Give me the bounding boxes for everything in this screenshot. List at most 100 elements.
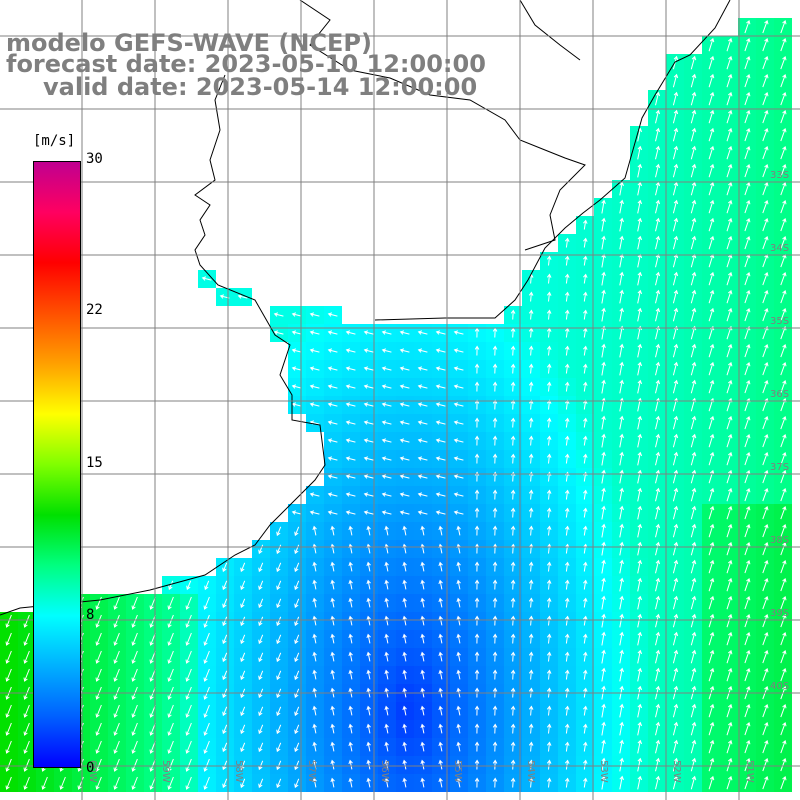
wind-arrow <box>327 402 338 407</box>
wind-arrow <box>510 435 516 446</box>
wind-arrow <box>655 109 661 124</box>
wind-arrow <box>583 417 588 428</box>
wind-arrow <box>762 488 769 502</box>
wind-arrow <box>655 361 661 376</box>
wind-arrow <box>456 669 461 680</box>
wind-arrow <box>456 597 461 608</box>
wind-arrow <box>655 199 661 214</box>
wind-arrow <box>762 20 769 34</box>
wind-arrow <box>510 489 516 500</box>
wind-arrow <box>601 199 606 214</box>
wind-arrow <box>528 741 534 752</box>
wind-arrow <box>167 632 174 646</box>
wind-arrow <box>655 721 661 736</box>
wind-arrow <box>780 506 787 520</box>
wind-arrow <box>619 379 624 394</box>
wind-arrow <box>726 361 733 376</box>
wind-arrow <box>95 776 102 790</box>
wind-arrow <box>726 289 733 304</box>
wind-arrow <box>762 146 769 160</box>
wind-arrow <box>780 542 787 556</box>
wind-arrow <box>222 652 228 663</box>
wind-arrow <box>690 127 697 142</box>
wind-arrow <box>762 434 769 448</box>
wind-arrow <box>312 615 317 626</box>
wind-arrow <box>528 507 534 518</box>
wind-arrow <box>345 330 356 335</box>
wind-arrow <box>780 596 787 610</box>
wind-arrow <box>113 632 120 646</box>
wind-arrow <box>619 361 624 376</box>
wind-arrow <box>601 271 606 286</box>
wind-arrow <box>708 307 715 322</box>
wind-arrow <box>744 596 751 610</box>
wind-arrow <box>583 777 588 788</box>
wind-arrow <box>309 330 320 335</box>
wind-arrow <box>222 724 228 735</box>
wind-arrow <box>762 524 769 538</box>
wind-arrow <box>240 742 246 753</box>
wind-arrow <box>222 634 228 645</box>
wind-arrow <box>327 474 338 479</box>
wind-arrow <box>672 91 679 106</box>
coastline <box>0 0 731 616</box>
wind-arrow <box>510 561 516 572</box>
wind-arrow <box>113 704 120 718</box>
wind-arrow <box>276 634 282 645</box>
wind-arrow <box>348 615 353 626</box>
wind-arrow <box>348 633 353 644</box>
wind-arrow <box>348 777 353 788</box>
wind-arrow <box>294 778 300 789</box>
wind-arrow <box>637 217 643 232</box>
wind-arrow <box>726 199 733 214</box>
wind-arrow <box>309 366 320 371</box>
wind-arrow <box>546 489 552 500</box>
wind-arrow <box>762 308 769 322</box>
wind-arrow <box>546 633 552 644</box>
wind-arrow <box>381 330 392 335</box>
wind-arrow <box>528 435 534 446</box>
wind-arrow <box>780 758 787 772</box>
lat-label: 33S <box>770 170 789 181</box>
wind-arrow <box>474 507 480 518</box>
wind-arrow <box>528 309 534 320</box>
wind-arrow <box>655 541 661 556</box>
wind-arrow <box>435 402 446 407</box>
wind-arrow <box>438 525 443 536</box>
wind-arrow <box>690 199 697 214</box>
wind-arrow <box>583 255 588 266</box>
wind-arrow <box>384 525 389 536</box>
wind-arrow <box>762 578 769 592</box>
wind-arrow <box>601 613 606 628</box>
wind-arrow <box>492 507 498 518</box>
wind-arrow <box>167 614 174 628</box>
wind-arrow <box>510 417 516 428</box>
wind-arrow <box>399 492 410 497</box>
wind-arrow <box>637 595 643 610</box>
wind-arrow <box>330 597 335 608</box>
wind-arrow <box>330 525 335 536</box>
wind-arrow <box>744 290 751 304</box>
wind-arrow <box>601 433 606 448</box>
wind-arrow <box>348 597 353 608</box>
wind-arrow <box>619 199 624 214</box>
wind-arrow <box>203 722 210 736</box>
wind-arrow <box>381 348 392 353</box>
wind-arrow <box>564 561 570 572</box>
wind-arrow <box>780 200 787 214</box>
wind-arrow <box>366 597 371 608</box>
wind-arrow <box>113 668 120 682</box>
wind-arrow <box>186 580 192 591</box>
wind-arrow <box>420 633 425 644</box>
wind-arrow <box>312 561 317 572</box>
wind-arrow <box>366 759 371 770</box>
wind-arrow <box>113 776 120 790</box>
wind-arrow <box>637 667 643 682</box>
wind-arrow <box>330 741 335 752</box>
wind-arrow <box>438 633 443 644</box>
wind-arrow <box>420 669 425 680</box>
wind-arrow <box>762 236 769 250</box>
wind-arrow <box>185 596 192 610</box>
wind-arrow <box>330 777 335 788</box>
lat-label: 40S <box>770 681 789 692</box>
